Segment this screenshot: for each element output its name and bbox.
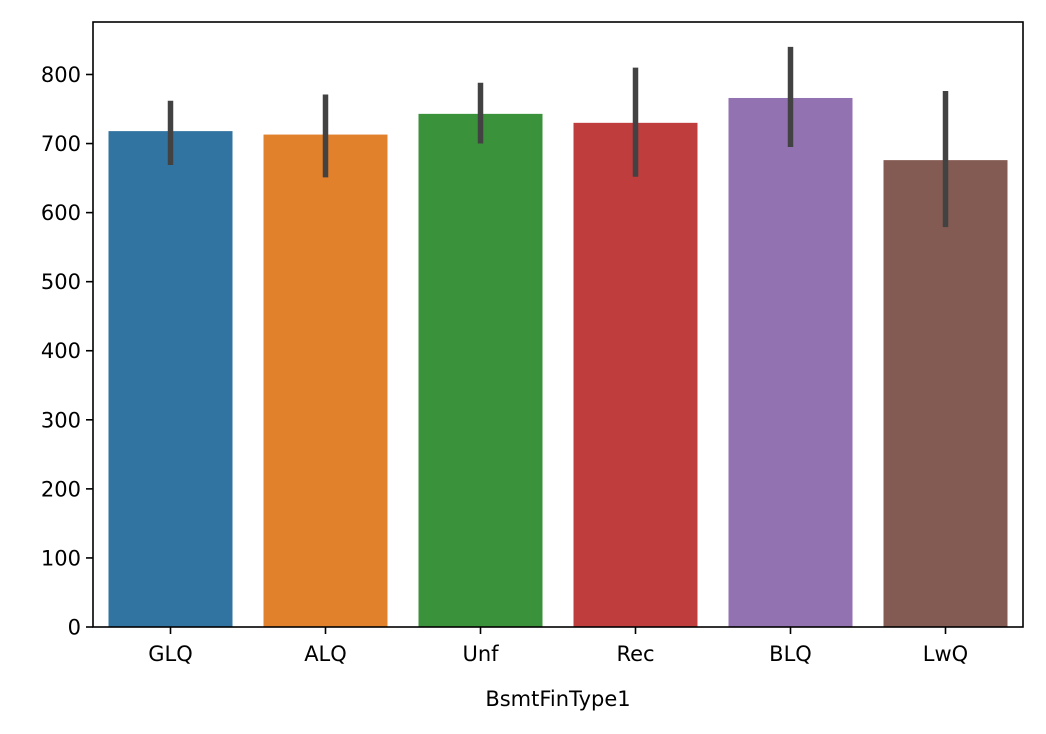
y-tick-label: 100 [41, 546, 81, 570]
y-tick-label: 600 [41, 201, 81, 225]
bar-glq [108, 131, 233, 627]
x-tick-label: BLQ [769, 642, 812, 666]
x-tick-label: LwQ [923, 642, 968, 666]
error-bars-layer [167, 46, 949, 228]
y-tick-label: 500 [41, 270, 81, 294]
x-tick-label: ALQ [304, 642, 347, 666]
x-tick-label: Rec [616, 642, 654, 666]
x-axis: GLQ ALQ Unf Rec BLQ LwQ [148, 627, 968, 666]
y-tick-label: 200 [41, 477, 81, 501]
x-tick-label: GLQ [148, 642, 193, 666]
x-tick-label: Unf [462, 642, 499, 666]
bar-rec [573, 122, 698, 627]
bar-lwq [883, 160, 1008, 627]
y-axis: 0 100 200 300 400 500 600 700 800 [41, 63, 93, 640]
bars-layer [108, 97, 1008, 628]
bar-blq [728, 97, 853, 628]
y-tick-label: 800 [41, 63, 81, 87]
y-tick-label: 400 [41, 339, 81, 363]
y-tick-label: 0 [68, 616, 81, 640]
bar-alq [263, 134, 388, 627]
plot-frame [92, 21, 1024, 628]
y-tick-label: 700 [41, 132, 81, 156]
y-tick-label: 300 [41, 408, 81, 432]
bar-unf [418, 113, 543, 628]
x-axis-label: BsmtFinType1 [485, 687, 630, 711]
